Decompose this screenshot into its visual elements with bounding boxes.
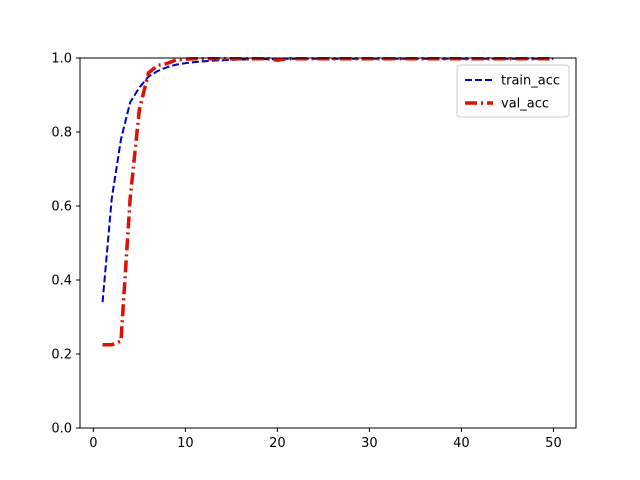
x-tick-label: 0 [89,436,97,451]
y-tick-label: 0.8 [51,126,72,141]
plot-frame [79,57,577,429]
x-tick-label: 10 [177,436,194,451]
y-tick-label: 1.0 [51,52,72,67]
y-tick-label: 0.0 [51,422,72,437]
series-layer [101,56,554,347]
legend-label-val-acc: val_acc [501,97,549,112]
series-line-val-acc [102,56,554,347]
legend: train_acc val_acc [456,64,570,118]
y-tick-label: 0.4 [51,274,72,289]
x-tick-label: 40 [453,436,470,451]
y-tick-label: 0.2 [51,348,72,363]
x-tick-label: 30 [361,436,378,451]
x-tick-label: 50 [545,436,562,451]
y-axis: 0.0 0.2 0.4 0.6 0.8 1.0 [51,52,80,437]
legend-label-train-acc: train_acc [501,74,560,89]
y-tick-label: 0.6 [51,200,72,215]
x-tick-label: 20 [269,436,286,451]
legend-box [456,64,570,118]
x-axis: 0 10 20 30 40 50 [89,428,562,451]
